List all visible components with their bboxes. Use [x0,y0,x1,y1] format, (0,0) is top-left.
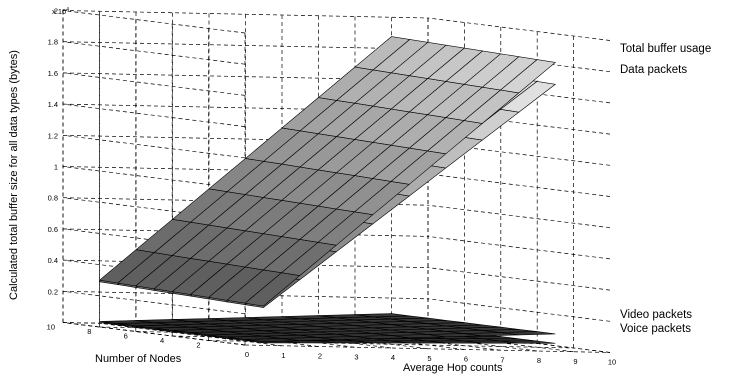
x-tick-label: 8 [537,356,541,365]
grid-line [427,267,611,291]
z-tick-label: 2 [54,7,58,16]
surface-cell [499,81,557,113]
z-tick-label: 0.8 [48,194,58,203]
tick-labels: 0.2 0.4 0.6 0.8 1 1.2 1.4 1.6 1.8 2 0 1 2 3 4 5 6 7 8 9 10 2 4… [47,7,617,367]
x-tick-label: 7 [500,355,504,364]
grid-line [427,298,611,322]
x-tick-label: 10 [608,358,616,367]
x-tick-label: 4 [391,353,395,362]
series-label-voice-packets: Voice packets [620,323,691,335]
y-tick-label: 2 [196,341,200,350]
surface-cell [500,331,556,336]
y-tick-label: 10 [47,323,55,332]
z-axis-label: Calculated total buffer size for all dat… [8,50,20,300]
z-tick-label: 1 [54,163,58,172]
grid-line [427,236,611,260]
y-tick-label: 4 [160,336,164,345]
grid-line [62,134,246,159]
surface-cell [499,59,556,94]
x-tick-label: 6 [464,355,468,364]
grid-line [427,17,611,41]
z-tick-label: 0.6 [48,225,58,234]
surface-video-packets [99,313,556,342]
surface-cell [500,340,556,344]
surface-total-buffer-usage [98,36,556,307]
z-tick-label: 1.8 [48,38,58,47]
y-tick-label: 6 [124,332,128,341]
grid-line [62,290,246,315]
x-tick-label: 1 [281,351,285,360]
series-label-video-packets: Video packets [620,309,692,321]
z-tick-label: 0.4 [48,256,58,265]
x-tick-label: 2 [318,352,322,361]
z-exponent-label: x 104 [52,7,69,16]
series-label-data-packets: Data packets [620,64,687,76]
grid-line [427,173,611,197]
z-tick-label: 1.4 [48,100,58,109]
grid-line [427,111,611,135]
grid-line [62,103,246,127]
grid-line [427,204,611,229]
z-tick-label: 1.2 [48,131,58,140]
x-tick-label: 5 [427,354,431,363]
y-axis-label: Number of Nodes [95,353,182,365]
grid-line [62,41,246,65]
z-tick-label: 0.2 [48,287,58,296]
x-tick-label: 9 [573,357,577,366]
grid-line [62,10,246,34]
x-tick-label: 0 [245,350,249,359]
y-tick-label: 8 [87,327,91,336]
grid-line [99,322,282,347]
axis-edge [244,344,611,353]
grid-line [62,72,246,96]
axis-edge [62,322,246,346]
grid-line [427,142,611,166]
series-label-total-buffer-usage: Total buffer usage [620,43,711,55]
z-tick-label: 1.6 [48,69,58,78]
surface-plots [98,36,557,344]
grid-line [208,340,574,349]
x-tick-label: 3 [354,352,358,361]
x-axis-label: Average Hop counts [403,362,503,374]
